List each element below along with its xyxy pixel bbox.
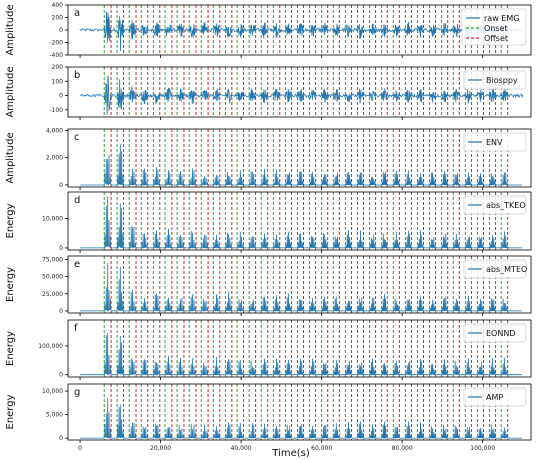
y-tick-label: 200 <box>52 64 64 71</box>
y-axis-label-g: Energy <box>5 394 16 429</box>
legend-f: EONND <box>463 323 527 343</box>
plot-area-e <box>80 256 523 313</box>
y-axis-label-e: Energy <box>5 267 16 302</box>
legend-entry: raw EMG <box>484 14 519 23</box>
y-tick-label: -200 <box>49 40 63 47</box>
y-tick-label: 25,000 <box>42 291 63 298</box>
plot-area-f <box>80 320 523 377</box>
legend-entry: Onset <box>484 24 508 33</box>
legend-box <box>463 70 527 90</box>
legend-box <box>463 323 527 343</box>
y-axis-label-a: Amplitude <box>5 4 16 55</box>
y-tick-label: 10,000 <box>42 215 63 222</box>
panel-c: 0 2,000 4,000 Amplitude c ENV <box>5 127 532 190</box>
panel-letter-d: d <box>74 195 80 206</box>
y-tick-label: 0 <box>59 372 63 379</box>
y-tick-label: 100 <box>52 78 64 85</box>
panel-e: 0 25,000 50,000 75,000 Energy e abs_MTEO <box>5 255 532 316</box>
y-axis-label-b: Amplitude <box>5 66 16 117</box>
y-tick-label: 400 <box>52 2 64 9</box>
x-tick-label: 60,000 <box>311 445 332 452</box>
x-tick-label: 0 <box>78 445 82 452</box>
legend-box <box>463 259 527 279</box>
plot-area-d <box>80 192 523 250</box>
panel-letter-e: e <box>74 259 80 270</box>
y-tick-label: 10,000 <box>42 388 63 395</box>
panel-f: 0 100,000 Energy f EONND <box>5 319 532 380</box>
plot-area-b <box>79 67 524 117</box>
y-tick-label: 4,000 <box>46 127 63 134</box>
axes-frame-b <box>67 66 532 118</box>
panels: -400 -200 0 200 400 Amplitude a raw EMGOnsetOff… <box>5 2 532 443</box>
y-tick-label: 0 <box>59 182 63 189</box>
axes-frame-d <box>67 191 532 251</box>
panel-d: 0 10,000 Energy d abs_TKEO <box>5 191 532 253</box>
y-tick-label: 5,000 <box>46 412 63 419</box>
x-axis-label: Time(s) <box>271 448 310 459</box>
signal-line-c <box>80 143 523 186</box>
y-axis-label-c: Amplitude <box>5 132 16 183</box>
legend-entry: Offset <box>484 34 508 43</box>
plot-area-a <box>79 5 524 55</box>
legend-c: ENV <box>463 132 527 152</box>
signal-line-d <box>80 196 523 249</box>
panel-b: -100 0 100 200 Amplitude b Biosppy <box>5 64 532 120</box>
legend-entry: EONND <box>486 329 515 338</box>
x-tick-label: 100,000 <box>470 445 495 452</box>
panel-letter-c: c <box>74 132 80 143</box>
panel-letter-b: b <box>74 70 80 81</box>
x-tick-label: 80,000 <box>392 445 413 452</box>
panel-a: -400 -200 0 200 400 Amplitude a raw EMGOnsetOff… <box>5 2 532 59</box>
legend-d: abs_TKEO <box>463 195 527 215</box>
legend-g: AMP <box>463 387 527 407</box>
signal-line-f <box>80 332 523 376</box>
legend-entry: Biosppy <box>486 76 518 85</box>
legend-box <box>463 387 527 407</box>
signal-line-g <box>80 398 523 440</box>
x-tick-label: 20,000 <box>150 445 171 452</box>
x-tick-label: 40,000 <box>231 445 252 452</box>
legend-e: abs_MTEO <box>463 259 527 279</box>
y-tick-label: -100 <box>49 107 63 114</box>
signal-line-e <box>80 262 523 312</box>
legend-entry: abs_TKEO <box>486 201 526 210</box>
y-tick-label: 100,000 <box>38 343 63 350</box>
axes-frame-e <box>67 255 532 314</box>
y-tick-label: -400 <box>49 52 63 59</box>
signal-line-b <box>79 75 524 116</box>
legend-b: Biosppy <box>463 70 527 90</box>
panel-letter-f: f <box>74 323 78 334</box>
y-tick-label: 200 <box>52 15 64 22</box>
panel-letter-a: a <box>74 8 80 19</box>
legend-box <box>463 132 527 152</box>
axes-frame-g <box>67 383 532 441</box>
y-tick-label: 75,000 <box>42 256 63 263</box>
y-tick-label: 0 <box>59 435 63 442</box>
y-tick-label: 0 <box>59 245 63 252</box>
y-tick-label: 0 <box>59 93 63 100</box>
signal-line-a <box>79 11 524 52</box>
legend-entry: abs_MTEO <box>486 265 527 274</box>
panel-g: 0 5,000 10,000 Energy g AMP <box>5 383 532 443</box>
legend-box <box>463 195 527 215</box>
y-tick-label: 0 <box>59 27 63 34</box>
legend-entry: ENV <box>486 138 503 147</box>
legend-entry: AMP <box>486 393 503 402</box>
panel-letter-g: g <box>74 387 80 398</box>
y-tick-label: 2,000 <box>46 155 63 162</box>
y-tick-label: 0 <box>59 308 63 315</box>
plot-area-c <box>80 129 523 187</box>
shared-x-axis: 0 20,000 40,000 60,000 80,000 100,000 <box>78 445 495 452</box>
y-axis-label-d: Energy <box>5 203 16 238</box>
axes-frame-f <box>67 319 532 378</box>
plot-area-g <box>80 384 523 440</box>
y-axis-label-f: Energy <box>5 331 16 366</box>
y-tick-label: 50,000 <box>42 274 63 281</box>
